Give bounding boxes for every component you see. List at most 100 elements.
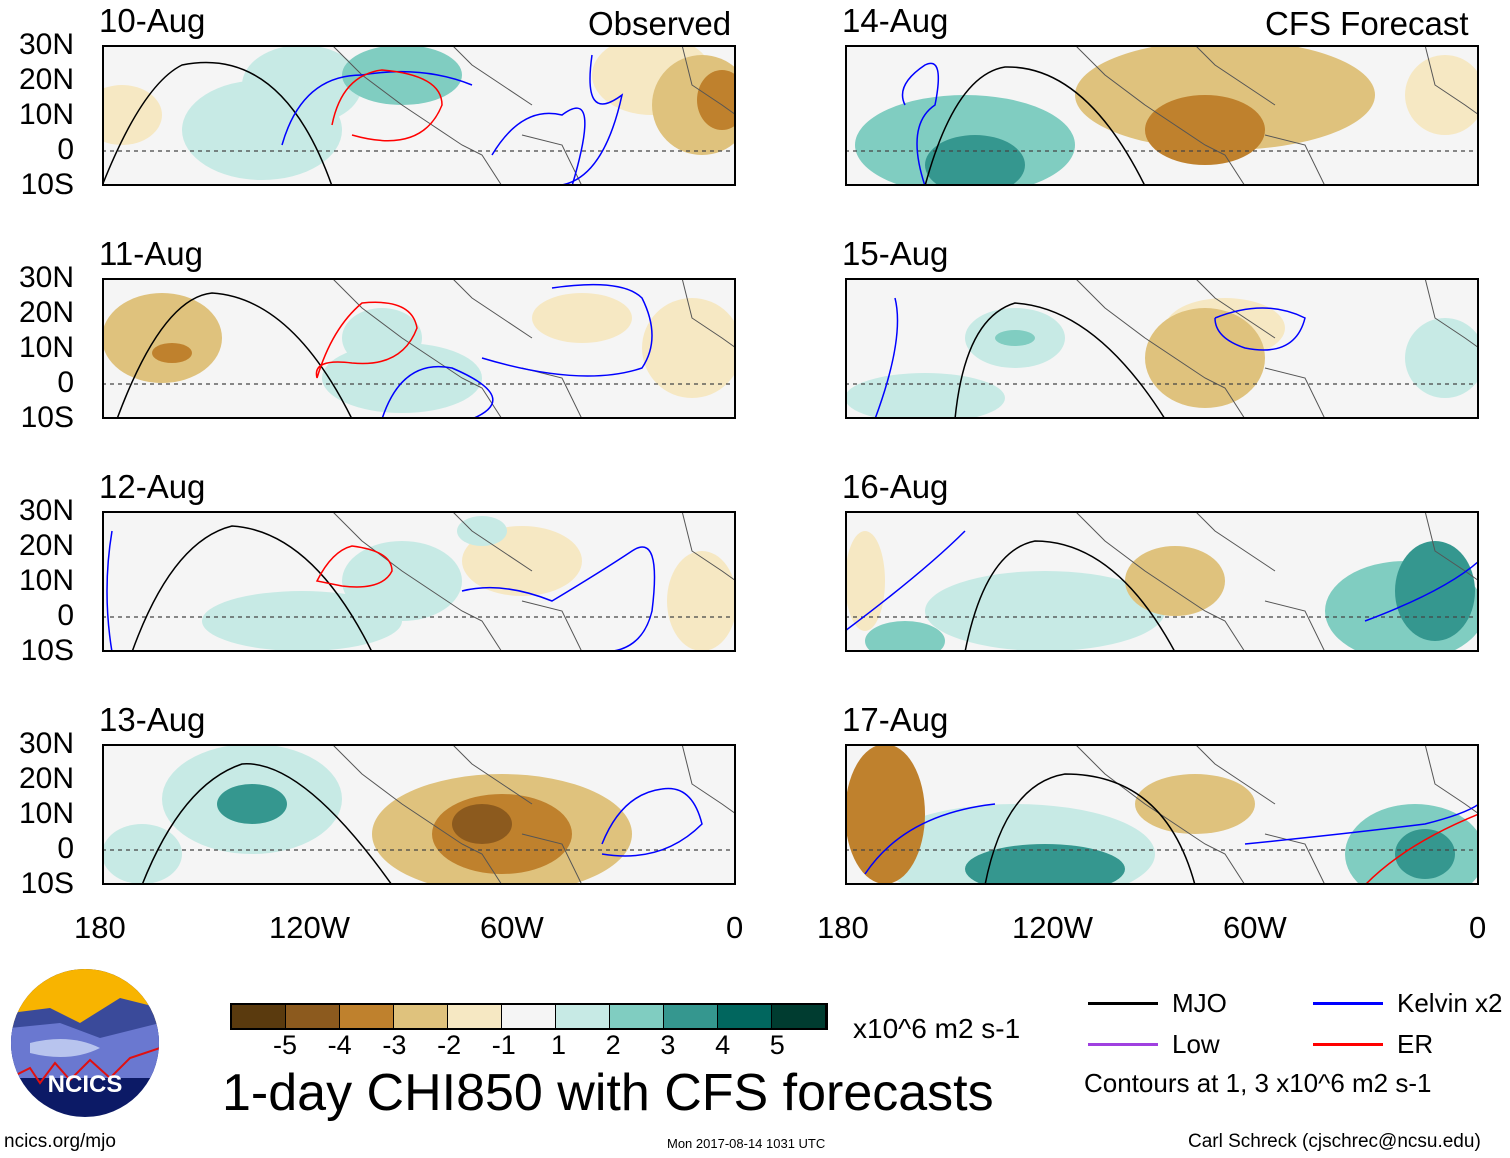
chi-shading-region bbox=[1135, 774, 1255, 834]
lat-tick-label: 30N bbox=[18, 494, 74, 527]
panel-date-label: 12-Aug bbox=[99, 468, 206, 505]
chi-shading-region bbox=[342, 45, 462, 105]
chi-shading-region bbox=[452, 804, 512, 844]
mjo-contour bbox=[116, 292, 353, 419]
chi-shading-region bbox=[925, 135, 1025, 186]
panel-date-label: 10-Aug bbox=[99, 2, 206, 39]
chi-shading-region bbox=[965, 844, 1125, 885]
er-contour bbox=[1364, 813, 1479, 885]
map-panel-12-Aug bbox=[102, 511, 736, 652]
colorbar-tick-label: 5 bbox=[769, 1030, 785, 1060]
map-panel-14-Aug bbox=[845, 45, 1479, 186]
panel-date-label: 11-Aug bbox=[99, 235, 203, 272]
lat-tick-label: 10S bbox=[20, 634, 74, 667]
chi-shading-region bbox=[182, 80, 342, 180]
panel-frame bbox=[845, 278, 1479, 419]
coastline bbox=[1074, 45, 1479, 186]
lon-tick-label: 180 bbox=[817, 910, 869, 945]
mjo-contour bbox=[131, 525, 373, 652]
panel-frame bbox=[102, 744, 736, 885]
kelvin-contour bbox=[106, 530, 656, 652]
footer-url[interactable]: ncics.org/mjo bbox=[4, 1131, 116, 1152]
colorbar-units: x10^6 m2 s-1 bbox=[853, 1013, 1021, 1044]
panel-date-label: 16-Aug bbox=[842, 468, 949, 505]
chi-shading-region bbox=[925, 571, 1165, 651]
kelvin-contour bbox=[901, 62, 940, 186]
lat-tick-label: 20N bbox=[18, 529, 74, 562]
kelvin-contour bbox=[601, 787, 703, 857]
kelvin-contour bbox=[874, 297, 1306, 419]
colorbar-tick-label: 2 bbox=[605, 1030, 621, 1060]
chi-shading-region bbox=[102, 293, 222, 383]
colorbar-tick-label: -4 bbox=[327, 1030, 352, 1060]
panel-date-label: 17-Aug bbox=[842, 701, 949, 738]
colorbar-swatch bbox=[340, 1005, 394, 1028]
chi-shading-region bbox=[152, 343, 192, 363]
lat-tick-label: 30N bbox=[18, 727, 74, 760]
chi-shading-region bbox=[202, 591, 402, 651]
legend-line-low bbox=[1088, 1043, 1158, 1046]
chi-shading-region bbox=[1405, 318, 1479, 398]
kelvin-contour bbox=[381, 283, 653, 419]
panel-frame bbox=[102, 278, 736, 419]
lat-tick-label: 0 bbox=[57, 133, 74, 166]
lon-tick-label: 60W bbox=[1223, 910, 1287, 945]
chi-shading-region bbox=[1145, 308, 1265, 408]
colorbar-tick-label: -2 bbox=[437, 1030, 462, 1060]
chi-shading-region bbox=[217, 784, 287, 824]
colorbar-swatch bbox=[286, 1005, 340, 1028]
mjo-contour bbox=[141, 763, 393, 885]
kelvin-contour bbox=[845, 530, 1479, 632]
ncics-logo: NCICS bbox=[11, 969, 159, 1117]
lon-tick-label: 120W bbox=[269, 910, 350, 945]
lon-tick-label: 120W bbox=[1012, 910, 1093, 945]
coastline bbox=[331, 511, 736, 652]
lon-tick-label: 0 bbox=[1469, 910, 1487, 945]
colorbar-swatch bbox=[448, 1005, 502, 1028]
legend-label: MJO bbox=[1172, 988, 1227, 1018]
lon-tick-label: 180 bbox=[74, 910, 126, 945]
map-panel-17-Aug bbox=[845, 744, 1479, 885]
panel-frame bbox=[845, 45, 1479, 186]
colorbar-tick-label: -1 bbox=[491, 1030, 516, 1060]
chi-shading-region bbox=[845, 744, 925, 884]
lat-tick-label: 20N bbox=[18, 296, 74, 329]
colorbar-swatch bbox=[394, 1005, 448, 1028]
colorbar-tick-label: -5 bbox=[272, 1030, 297, 1060]
lon-tick-label: 60W bbox=[480, 910, 544, 945]
coastline bbox=[331, 278, 736, 419]
chi-shading-region bbox=[1395, 829, 1455, 879]
panel-frame bbox=[845, 511, 1479, 652]
colorbar-tick-label: -3 bbox=[382, 1030, 407, 1060]
colorbar-swatch bbox=[664, 1005, 718, 1028]
lat-tick-label: 10N bbox=[18, 98, 74, 131]
colorbar-swatch bbox=[772, 1005, 826, 1028]
chi-shading-region bbox=[845, 531, 885, 631]
coastline bbox=[331, 45, 736, 186]
footer-author: Carl Schreck (cjschrec@ncsu.edu) bbox=[1188, 1131, 1481, 1152]
lat-tick-label: 30N bbox=[18, 28, 74, 61]
mjo-contour bbox=[924, 66, 1146, 186]
lat-tick-label: 20N bbox=[18, 762, 74, 795]
lat-tick-label: 10S bbox=[20, 867, 74, 900]
lat-tick-label: 30N bbox=[18, 261, 74, 294]
colorbar-tick-label: 1 bbox=[550, 1030, 567, 1060]
kelvin-contour bbox=[281, 54, 624, 186]
coastline bbox=[1074, 744, 1479, 885]
contour-note: Contours at 1, 3 x10^6 m2 s-1 bbox=[1084, 1068, 1432, 1098]
observed-column-label: Observed bbox=[588, 5, 732, 42]
map-panel-15-Aug bbox=[845, 278, 1479, 419]
chi-shading-region bbox=[102, 85, 162, 145]
legend-label: Low bbox=[1172, 1029, 1220, 1059]
panel-date-label: 15-Aug bbox=[842, 235, 949, 272]
colorbar bbox=[230, 1003, 828, 1030]
footer-timestamp: Mon 2017-08-14 1031 UTC bbox=[667, 1136, 826, 1151]
lat-tick-label: 0 bbox=[57, 366, 74, 399]
chi-shading-region bbox=[865, 621, 945, 652]
legend-line-er bbox=[1313, 1043, 1383, 1046]
mjo-contour bbox=[954, 302, 1166, 419]
panel-date-label: 14-Aug bbox=[842, 2, 949, 39]
colorbar-tick-label: 3 bbox=[660, 1030, 676, 1060]
er-contour bbox=[315, 301, 418, 379]
er-contour bbox=[331, 69, 443, 142]
